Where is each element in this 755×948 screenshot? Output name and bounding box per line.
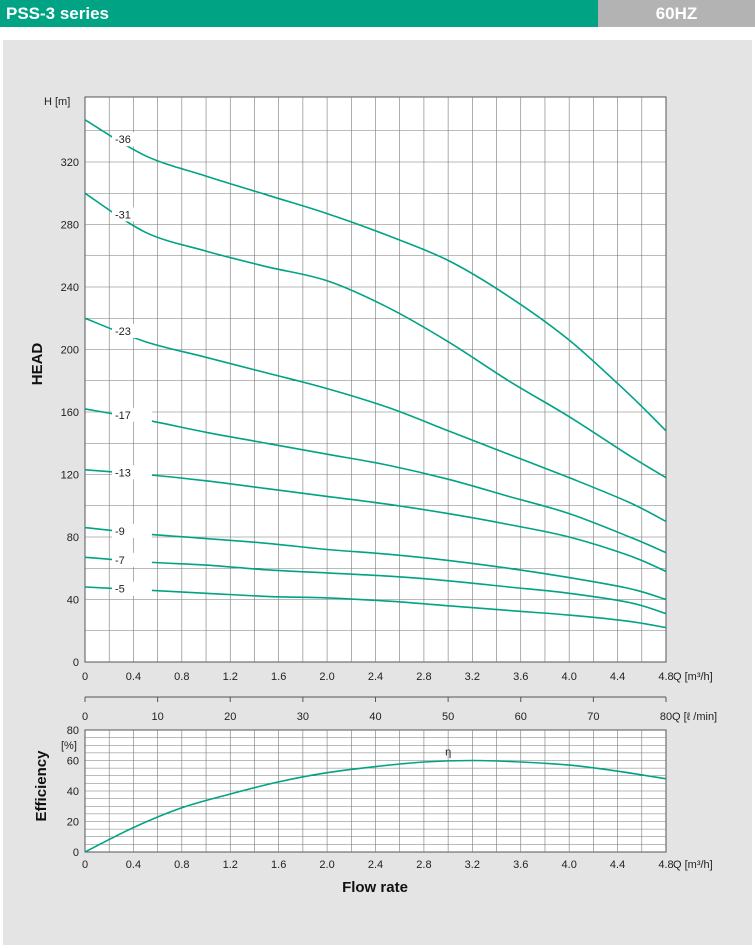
lmin-axis-unit: Q [ℓ /min] (672, 711, 717, 723)
efficiency-x-tick: 2.4 (368, 859, 383, 871)
frequency-label: 60HZ (598, 0, 755, 27)
head-curve-label-bg (112, 524, 152, 538)
lmin-tick-label: 50 (442, 711, 454, 723)
head-y-tick-labels: 0 40 80 120 160 200 240 280 320 (61, 157, 79, 669)
efficiency-curve-label: η (445, 746, 451, 758)
efficiency-y-tick-labels: 0 20 40 60 80 (67, 725, 79, 859)
head-x-tick: 3.6 (513, 671, 528, 683)
head-curve-label-bg (112, 407, 152, 422)
head-x-tick: 0.8 (174, 671, 189, 683)
head-curve-model-13 (85, 469, 666, 573)
lmin-tick-label: 10 (152, 711, 164, 723)
efficiency-y-tick: 20 (67, 817, 79, 829)
head-curve-label: -13 (115, 467, 131, 479)
efficiency-y-tick: 0 (73, 847, 79, 859)
efficiency-x-tick: 1.6 (271, 859, 286, 871)
head-curve-label-bg (112, 207, 152, 222)
head-curve-label: -36 (115, 134, 131, 146)
head-curve-model-7 (85, 556, 666, 615)
head-curve-label: -23 (115, 326, 131, 338)
head-curve-label-bg (112, 323, 152, 338)
head-y-tick: 80 (67, 532, 79, 544)
head-x-tick-labels: 0 0.4 0.8 1.2 1.6 2.0 2.4 2.8 3.2 3.6 4.0 4.4 4.8 (82, 671, 674, 683)
head-y-tick: 40 (67, 595, 79, 607)
lmin-tick-label: 70 (587, 711, 599, 723)
head-x-tick: 1.2 (223, 671, 238, 683)
lmin-axis-ticks: 0 10 20 30 40 50 60 70 80 (82, 697, 672, 723)
lmin-tick-label: 20 (224, 711, 236, 723)
head-x-tick: 3.2 (465, 671, 480, 683)
head-curve-model-17 (85, 408, 666, 554)
efficiency-x-tick: 3.2 (465, 859, 480, 871)
head-y-tick: 0 (73, 657, 79, 669)
efficiency-curve-line (84, 759, 667, 853)
head-curve-label: -17 (115, 410, 131, 422)
head-curve-model-5 (85, 586, 666, 629)
head-curve-label-bg (112, 552, 152, 567)
series-title: PSS-3 series (0, 0, 598, 27)
efficiency-curve (84, 759, 667, 853)
head-x-tick: 2.8 (416, 671, 431, 683)
header-bar: PSS-3 series 60HZ (0, 0, 755, 27)
efficiency-y-unit: [%] (61, 740, 77, 752)
efficiency-grid (85, 730, 666, 852)
head-curve-label: -9 (115, 526, 125, 538)
head-curve-label-bg (112, 581, 152, 596)
lmin-tick-label: 30 (297, 711, 309, 723)
efficiency-x-tick: 2.0 (319, 859, 334, 871)
efficiency-y-tick: 80 (67, 725, 79, 737)
head-curve-label: -5 (115, 584, 125, 596)
efficiency-x-tick: 0 (82, 859, 88, 871)
head-curve-label-bg (112, 132, 152, 147)
head-x-tick: 2.4 (368, 671, 383, 683)
efficiency-axis-title: Efficiency (33, 750, 50, 822)
head-curves (85, 119, 666, 629)
head-curve-model-9 (85, 526, 666, 601)
head-y-tick: 200 (61, 345, 79, 357)
head-curve-label: -31 (115, 209, 131, 221)
efficiency-y-tick: 60 (67, 756, 79, 768)
head-y-tick: 280 (61, 220, 79, 232)
head-curve-label: -7 (115, 555, 125, 567)
head-curve-labels: -36 -31 -23 -17 -13 -9 -7 -5 (112, 132, 152, 596)
head-x-tick: 4.4 (610, 671, 625, 683)
efficiency-curve-label: η (445, 746, 451, 758)
head-axis-title: HEAD (29, 343, 46, 386)
head-y-tick: 320 (61, 157, 79, 169)
head-x-unit: Q [m³/h] (673, 671, 713, 683)
efficiency-x-tick: 0.4 (126, 859, 141, 871)
efficiency-x-tick: 0.8 (174, 859, 189, 871)
head-x-tick: 0 (82, 671, 88, 683)
head-curve-label-bg (112, 465, 152, 480)
efficiency-x-tick-labels: 0 0.4 0.8 1.2 1.6 2.0 2.4 2.8 3.2 3.6 4.0 4.4 4.8 (82, 859, 674, 871)
head-x-tick: 2.0 (319, 671, 334, 683)
head-y-tick: 120 (61, 470, 79, 482)
efficiency-x-tick: 1.2 (223, 859, 238, 871)
lmin-tick-label: 80 (660, 711, 672, 723)
head-x-tick: 1.6 (271, 671, 286, 683)
efficiency-x-tick: 4.0 (562, 859, 577, 871)
head-y-tick: 160 (61, 407, 79, 419)
flow-rate-title: Flow rate (342, 879, 408, 896)
efficiency-x-tick: 4.8 (658, 859, 673, 871)
lmin-tick-label: 40 (369, 711, 381, 723)
head-curve-model-31 (85, 192, 666, 479)
efficiency-y-tick: 40 (67, 786, 79, 798)
lmin-tick-label: 0 (82, 711, 88, 723)
head-y-unit: H [m] (44, 96, 70, 108)
head-x-tick: 0.4 (126, 671, 141, 683)
head-x-tick: 4.0 (562, 671, 577, 683)
efficiency-x-tick: 3.6 (513, 859, 528, 871)
efficiency-x-tick: 2.8 (416, 859, 431, 871)
head-curve-model-36 (85, 119, 666, 432)
efficiency-x-unit: Q [m³/h] (673, 859, 713, 871)
lmin-tick-label: 60 (515, 711, 527, 723)
head-y-tick: 240 (61, 282, 79, 294)
head-curve-model-23 (85, 317, 666, 523)
head-x-tick: 4.8 (658, 671, 673, 683)
efficiency-x-tick: 4.4 (610, 859, 625, 871)
